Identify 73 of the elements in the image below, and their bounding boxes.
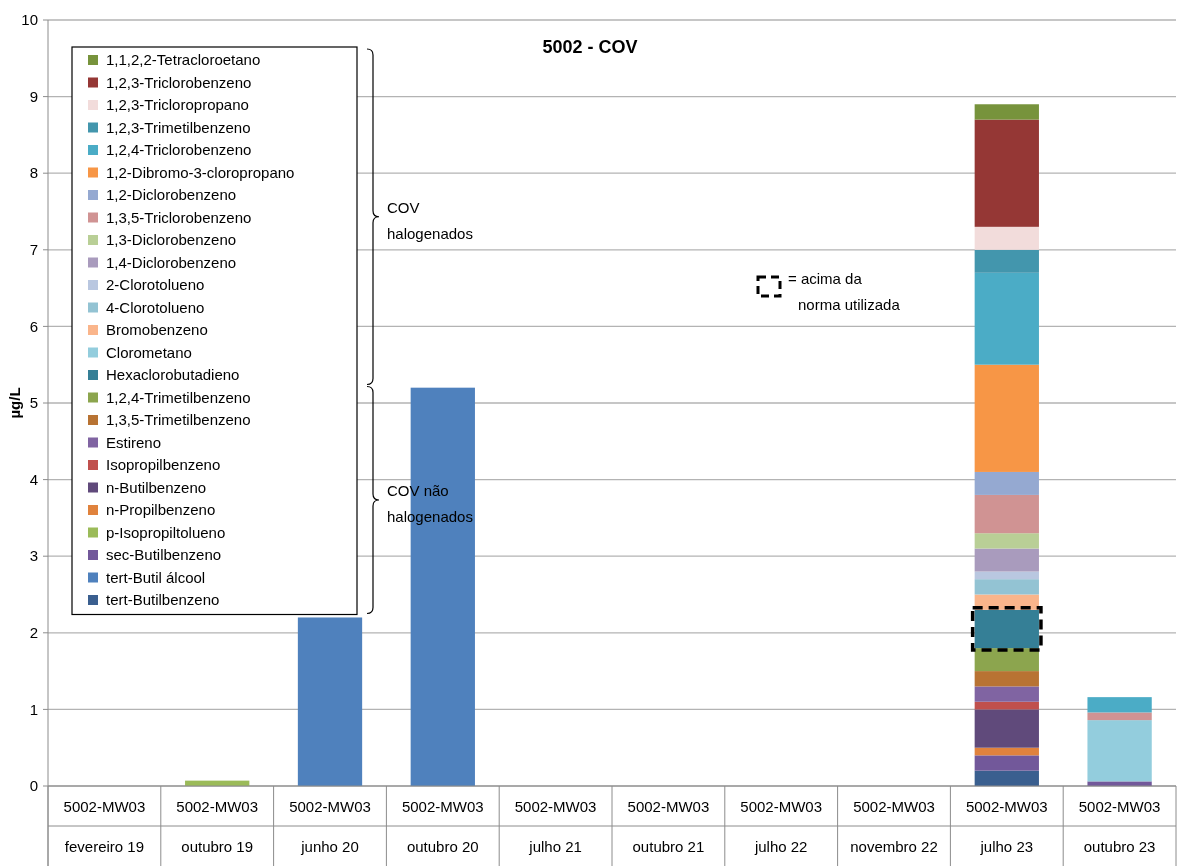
y-axis-title: µg/L	[6, 387, 23, 419]
legend-label: 1,3,5-Trimetilbenzeno	[106, 411, 251, 429]
category-label: 5002-MW03 julho 23	[965, 798, 1048, 855]
category-label: 5002-MW03 outubro 23	[1078, 798, 1161, 855]
bar	[974, 579, 1039, 595]
category-label: 5002-MW03 novembro 22	[850, 798, 938, 855]
bar	[974, 770, 1039, 786]
category-label: 5002-MW03 julho 22	[740, 798, 823, 855]
bar	[974, 747, 1039, 756]
legend-label: Bromobenzeno	[106, 321, 208, 339]
legend-label: 1,4-Diclorobenzeno	[106, 253, 237, 271]
bar	[974, 709, 1039, 748]
y-tick-label: 8	[29, 164, 38, 182]
bar	[974, 571, 1039, 580]
legend-label: tert-Butilbenzeno	[106, 591, 220, 609]
legend-label: 1,2-Dibromo-3-cloropropano	[106, 163, 295, 181]
bar	[974, 755, 1039, 771]
legend-label: 1,2,3-Triclorobenzeno	[106, 73, 252, 91]
y-tick-label: 7	[29, 241, 38, 259]
bar	[1087, 720, 1152, 782]
category-label: 5002-MW03 fevereiro 19	[63, 798, 146, 855]
legend-label: Hexaclorobutadieno	[106, 366, 240, 384]
legend-label: 4-Clorotolueno	[106, 298, 205, 316]
legend-label: 1,2,3-Trimetilbenzeno	[106, 118, 251, 136]
legend-label: p-Isopropiltolueno	[106, 523, 226, 541]
legend-label: 2-Clorotolueno	[106, 276, 205, 294]
category-label: 5002-MW03 julho 21	[514, 798, 597, 855]
bar	[297, 617, 363, 786]
y-tick-label: 6	[29, 317, 38, 335]
bar	[974, 671, 1039, 687]
bar	[974, 533, 1039, 549]
bar	[974, 548, 1039, 572]
legend-label: sec-Butilbenzeno	[106, 546, 222, 564]
bar	[1087, 712, 1152, 721]
legend-label: 1,2,3-Tricloropropano	[106, 96, 249, 114]
category-label: 5002-MW03 outubro 19	[176, 798, 259, 855]
legend-label: 1,1,2,2-Tetracloroetano	[106, 51, 261, 69]
legend-label: tert-Butil álcool	[106, 568, 206, 586]
bar	[974, 686, 1039, 702]
bar	[974, 494, 1039, 534]
bar	[974, 119, 1039, 227]
category-label: 5002-MW03 outubro 21	[627, 798, 710, 855]
y-tick-label: 10	[21, 11, 38, 29]
y-tick-label: 5	[29, 394, 38, 412]
y-tick-label: 3	[29, 547, 38, 565]
legend-label: Estireno	[106, 433, 162, 451]
bar	[974, 272, 1039, 365]
y-tick-label: 4	[29, 470, 38, 488]
bar	[974, 226, 1039, 250]
bar	[974, 104, 1039, 120]
legend-label: n-Propilbenzeno	[106, 501, 216, 519]
bar	[974, 471, 1039, 495]
text: 5002 - COV	[542, 37, 638, 57]
legend-label: 1,3-Diclorobenzeno	[106, 231, 237, 249]
bar	[974, 701, 1039, 710]
bar	[974, 364, 1039, 472]
annotation: = acima da norma utilizada	[788, 270, 901, 314]
legend-label: 1,3,5-Triclorobenzeno	[106, 208, 252, 226]
category-label: 5002-MW03 junho 20	[289, 798, 371, 855]
y-tick-label: 2	[29, 624, 38, 642]
bar	[974, 249, 1039, 273]
legend-label: Clorometano	[106, 343, 192, 361]
legend-label: 1,2,4-Trimetilbenzeno	[106, 388, 251, 406]
legend-label: 1,2,4-Triclorobenzeno	[106, 141, 252, 159]
legend-label: Isopropilbenzeno	[106, 456, 221, 474]
legend-label: 1,2-Diclorobenzeno	[106, 186, 237, 204]
legend-label: n-Butilbenzeno	[106, 478, 207, 496]
category-label: 5002-MW03 outubro 20	[401, 798, 484, 855]
annotation: COV halogenados	[387, 199, 473, 242]
y-tick-label: 0	[29, 777, 38, 795]
y-tick-label: 9	[29, 87, 38, 105]
bar	[1087, 697, 1152, 713]
y-tick-label: 1	[29, 700, 38, 718]
